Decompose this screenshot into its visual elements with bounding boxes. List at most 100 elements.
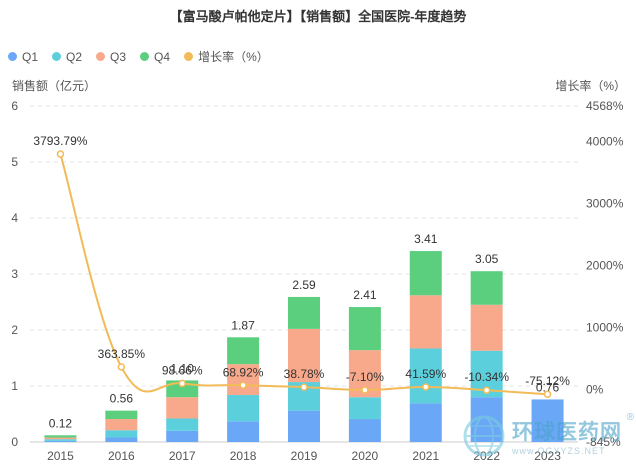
growth-label: -75.12% xyxy=(525,374,570,388)
legend-label-q1: Q1 xyxy=(22,49,39,64)
bar-q1-2019 xyxy=(288,410,320,442)
growth-point xyxy=(239,381,247,390)
x-tick-label: 2015 xyxy=(47,449,74,463)
bar-total-label: 2.41 xyxy=(353,288,377,302)
x-tick-label: 2016 xyxy=(108,449,135,463)
growth-point xyxy=(361,386,369,394)
bar-q1-2016 xyxy=(105,437,138,442)
x-tick-label: 2023 xyxy=(534,449,561,463)
legend-swatch-q2 xyxy=(52,52,62,61)
legend: Q1 Q2 Q3 Q4 增长率（%） xyxy=(8,48,269,65)
y2-tick-label: 3000% xyxy=(586,196,624,210)
bar-q2-2020 xyxy=(348,397,381,420)
bar-q4-2021 xyxy=(409,251,442,296)
bar-total-label: 0.56 xyxy=(110,392,134,406)
bar-q3-2021 xyxy=(409,295,442,349)
bar-total-label: 3.05 xyxy=(475,252,499,266)
legend-label-q4: Q4 xyxy=(154,49,171,64)
y-tick-label: 4 xyxy=(11,211,18,225)
growth-label: 98.66% xyxy=(162,363,203,377)
bar-q3-2016 xyxy=(105,419,138,431)
legend-swatch-growth xyxy=(184,52,194,61)
bar-q1-2018 xyxy=(227,421,260,442)
legend-label-q3: Q3 xyxy=(110,49,127,64)
bar-q4-2019 xyxy=(288,296,320,329)
y-tick-label: 2 xyxy=(11,323,18,337)
legend-label-growth: 增长率（%） xyxy=(198,50,269,64)
legend-item-q3[interactable]: Q3 xyxy=(96,50,126,64)
bar-total-label: 1.10 xyxy=(171,361,195,375)
growth-point xyxy=(422,383,430,391)
x-tick-label: 2018 xyxy=(230,449,257,463)
growth-point xyxy=(117,363,126,371)
bar-q3-2018 xyxy=(227,364,260,395)
bar-q2-2016 xyxy=(105,430,138,438)
growth-label: -10.34% xyxy=(464,370,509,384)
legend-label-q2: Q2 xyxy=(66,49,83,64)
x-tick-label: 2020 xyxy=(352,449,379,463)
bar-q1-2023 xyxy=(531,399,564,442)
y2-tick-label: -845% xyxy=(586,435,621,449)
y-tick-label: 6 xyxy=(11,99,18,113)
watermark: 环球医药网 www.QGYYZS.NET ® xyxy=(462,412,634,458)
legend-swatch-q4 xyxy=(140,52,150,61)
bar-q4-2022 xyxy=(470,271,503,305)
bar-q2-2018 xyxy=(227,394,260,422)
bar-q1-2017 xyxy=(166,430,199,442)
growth-label: 363.85% xyxy=(98,347,146,361)
y-tick-label: 0 xyxy=(11,435,18,449)
bar-q1-2020 xyxy=(348,419,381,442)
growth-point xyxy=(300,383,308,391)
bar-total-label: 0.12 xyxy=(49,416,73,430)
growth-label: 41.59% xyxy=(405,367,446,381)
x-tick-label: 2017 xyxy=(169,449,196,463)
growth-point xyxy=(56,150,65,158)
y2-tick-label: 2000% xyxy=(586,258,624,272)
bar-total-label: 3.41 xyxy=(414,232,438,246)
bar-q3-2022 xyxy=(470,304,503,351)
bar-q4-2016 xyxy=(105,410,138,420)
y2-tick-label: 1000% xyxy=(586,320,624,334)
bar-q2-2015 xyxy=(44,439,77,441)
bar-q4-2015 xyxy=(44,435,77,438)
watermark-url: www.QGYYZS.NET xyxy=(512,446,606,456)
y2-tick-label: 0% xyxy=(586,383,604,397)
growth-point xyxy=(543,390,552,398)
bar-q1-2021 xyxy=(409,403,442,442)
bar-total-label: 2.59 xyxy=(292,278,316,292)
globe-icon xyxy=(463,415,505,457)
y-tick-label: 3 xyxy=(11,267,18,281)
legend-item-q1[interactable]: Q1 xyxy=(8,50,38,64)
y2-tick-label: 4568% xyxy=(586,99,624,113)
right-axis-label: 增长率（%） xyxy=(555,79,626,93)
left-axis-label: 销售额（亿元） xyxy=(12,79,97,93)
legend-swatch-q3 xyxy=(96,52,106,61)
bar-total-label: 1.87 xyxy=(231,318,255,332)
bar-total-label: 0.76 xyxy=(536,380,560,394)
watermark-reg: ® xyxy=(626,412,634,423)
bar-q3-2017 xyxy=(166,397,199,419)
legend-item-q4[interactable]: Q4 xyxy=(140,50,170,64)
bar-q2-2017 xyxy=(166,418,199,431)
bar-q3-2015 xyxy=(44,437,77,440)
y-tick-label: 1 xyxy=(11,379,18,393)
growth-point xyxy=(482,386,491,394)
watermark-name: 环球医药网 xyxy=(512,421,622,444)
legend-item-q2[interactable]: Q2 xyxy=(52,50,82,64)
growth-label: -7.10% xyxy=(346,370,384,384)
y2-tick-label: 4000% xyxy=(586,134,624,148)
y-tick-label: 5 xyxy=(11,155,18,169)
x-tick-label: 2021 xyxy=(412,449,439,463)
growth-label: 3793.79% xyxy=(33,134,87,148)
chart-title: 【富马酸卢帕他定片】【销售额】全国医院-年度趋势 xyxy=(169,9,467,24)
growth-point xyxy=(178,379,186,388)
bar-q1-2015 xyxy=(44,440,77,442)
bar-q2-2021 xyxy=(409,348,442,404)
bar-q3-2019 xyxy=(288,328,320,383)
growth-label: 68.92% xyxy=(223,365,264,379)
legend-swatch-q1 xyxy=(8,52,17,61)
bar-q4-2020 xyxy=(348,307,381,351)
growth-label: 38.78% xyxy=(284,367,325,381)
legend-item-growth[interactable]: 增长率（%） xyxy=(184,48,269,65)
